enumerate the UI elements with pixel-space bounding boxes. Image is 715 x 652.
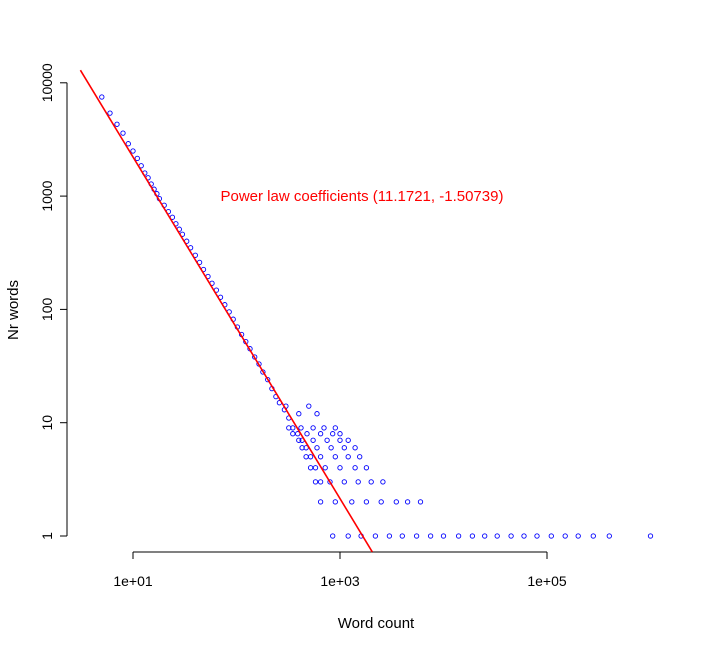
x-tick-label: 1e+05 xyxy=(527,573,567,589)
data-point xyxy=(345,533,351,539)
data-point xyxy=(307,454,314,460)
data-point xyxy=(260,369,266,375)
data-point xyxy=(417,499,424,505)
data-point xyxy=(327,479,333,485)
data-point xyxy=(368,479,374,485)
y-tick-label: 100 xyxy=(39,298,55,322)
x-axis: 1e+01 1e+03 1e+05 xyxy=(113,551,567,589)
data-point xyxy=(286,425,292,431)
power-law-fit-line xyxy=(79,69,373,553)
data-point xyxy=(606,533,612,539)
data-point xyxy=(562,533,568,539)
data-point xyxy=(306,403,312,409)
data-point xyxy=(114,121,120,127)
data-point xyxy=(404,499,411,505)
data-point xyxy=(521,533,527,539)
y-axis-title: Nr words xyxy=(5,280,22,340)
data-point xyxy=(372,533,379,539)
data-point xyxy=(324,437,330,443)
data-point xyxy=(455,533,462,539)
data-point xyxy=(265,376,271,383)
data-point xyxy=(352,465,358,471)
data-point xyxy=(357,454,363,460)
data-point xyxy=(378,499,384,505)
data-point xyxy=(355,479,361,485)
data-point xyxy=(312,465,319,471)
data-point xyxy=(322,465,328,471)
data-point xyxy=(107,110,113,116)
data-point xyxy=(341,445,347,451)
data-point xyxy=(310,425,316,431)
data-point xyxy=(349,499,355,505)
data-point xyxy=(303,454,309,460)
data-point xyxy=(296,411,302,417)
y-tick-label: 10 xyxy=(39,415,55,431)
data-point xyxy=(120,130,126,136)
data-point xyxy=(314,411,320,417)
data-points xyxy=(99,94,654,539)
data-point xyxy=(337,437,343,443)
data-point xyxy=(332,499,338,505)
data-point xyxy=(332,425,338,431)
data-point xyxy=(440,533,447,539)
data-point xyxy=(345,454,351,460)
data-point xyxy=(330,431,336,437)
data-point xyxy=(290,431,296,437)
data-point xyxy=(345,437,351,443)
data-point xyxy=(296,437,302,443)
data-point xyxy=(534,533,540,539)
x-tick-label: 1e+01 xyxy=(113,573,153,589)
data-point xyxy=(317,479,324,485)
data-point xyxy=(317,431,324,437)
data-point xyxy=(328,445,334,451)
y-tick-label: 10000 xyxy=(39,63,55,102)
data-point xyxy=(575,533,581,539)
x-tick-label: 1e+03 xyxy=(320,573,360,589)
data-point xyxy=(508,533,514,539)
data-point xyxy=(134,155,140,162)
data-point xyxy=(125,141,131,147)
data-point xyxy=(363,465,370,471)
data-point xyxy=(312,479,319,485)
data-point xyxy=(321,425,327,431)
data-point xyxy=(299,445,305,451)
fit-line-group xyxy=(79,69,373,553)
data-point xyxy=(393,499,399,505)
data-point xyxy=(310,437,316,443)
data-point xyxy=(399,533,405,539)
data-point xyxy=(386,533,393,539)
data-point xyxy=(427,533,434,539)
data-point xyxy=(332,454,338,460)
data-point xyxy=(337,431,343,437)
data-point xyxy=(317,454,324,460)
data-point xyxy=(482,533,488,539)
data-point xyxy=(330,533,336,539)
y-tick-label: 1000 xyxy=(39,180,55,211)
data-point xyxy=(590,533,596,539)
data-point xyxy=(130,148,136,154)
data-point xyxy=(304,431,310,437)
data-point xyxy=(647,533,654,539)
data-point xyxy=(298,425,304,431)
annotation-text: Power law coefficients (11.1721, -1.5073… xyxy=(221,188,504,205)
y-tick-label: 1 xyxy=(39,532,55,540)
data-point xyxy=(307,465,314,471)
data-point xyxy=(380,479,386,485)
x-axis-title: Word count xyxy=(338,615,415,632)
y-axis: 1 10 100 1000 10000 xyxy=(39,63,68,540)
data-point xyxy=(352,445,358,451)
data-point xyxy=(494,533,500,539)
data-point xyxy=(413,533,420,539)
data-point xyxy=(317,499,324,505)
data-point xyxy=(314,445,320,451)
data-point xyxy=(469,533,476,539)
data-point xyxy=(548,533,554,539)
data-point xyxy=(363,499,370,505)
data-point xyxy=(341,479,347,485)
data-point xyxy=(99,94,105,100)
data-point xyxy=(337,465,343,471)
